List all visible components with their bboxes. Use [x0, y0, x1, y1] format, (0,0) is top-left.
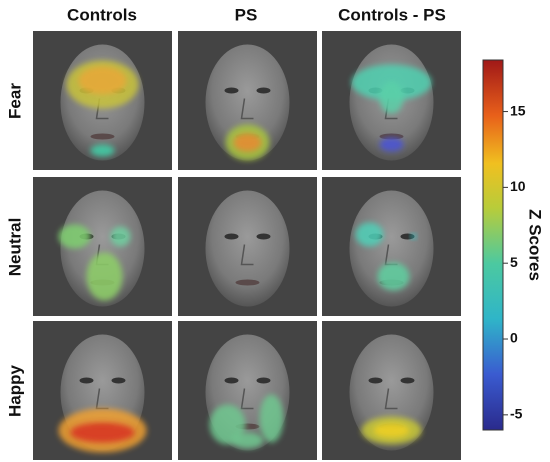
- heat-blob: [90, 144, 115, 157]
- heat-blob: [259, 394, 284, 443]
- eye: [256, 87, 271, 94]
- eye: [111, 377, 126, 384]
- eye: [400, 377, 415, 384]
- heat-blob: [410, 233, 417, 240]
- heat-blob: [379, 81, 404, 114]
- tick-label: 0: [510, 330, 518, 346]
- heat-blob: [373, 423, 410, 438]
- heat-blob: [377, 262, 410, 291]
- heat-blob: [58, 224, 91, 249]
- face: [205, 44, 290, 161]
- nose: [240, 244, 254, 266]
- heat-blob: [86, 252, 123, 301]
- eye: [368, 377, 383, 384]
- heat-blob: [379, 137, 404, 152]
- heat-blob: [355, 222, 384, 247]
- tick-label: 5: [510, 254, 518, 270]
- nose: [240, 388, 254, 410]
- row-header: Neutral: [5, 218, 24, 277]
- face: [349, 190, 434, 307]
- panels: [33, 31, 461, 460]
- colorbar: [482, 59, 504, 431]
- tick-label: 10: [510, 178, 526, 194]
- mouth: [235, 279, 260, 286]
- nose: [95, 388, 109, 410]
- column-header: PS: [235, 5, 258, 24]
- column-header: Controls: [67, 5, 137, 24]
- eye: [256, 377, 271, 384]
- tick-label: 15: [510, 102, 526, 118]
- eye: [224, 233, 239, 240]
- heat-blob: [231, 432, 264, 449]
- nose: [384, 388, 398, 410]
- heat-blob: [209, 404, 246, 445]
- face: [60, 190, 145, 307]
- heat-blob: [70, 422, 135, 443]
- eye: [256, 233, 271, 240]
- eye: [79, 377, 94, 384]
- eye: [224, 87, 239, 94]
- mouth: [379, 133, 404, 140]
- heat-blob: [110, 226, 131, 247]
- colorbar-label: Z Scores: [526, 209, 545, 281]
- heat-blob: [233, 133, 262, 152]
- column-header: Controls - PS: [338, 5, 446, 24]
- row-header: Fear: [5, 83, 24, 119]
- eye: [224, 377, 239, 384]
- nose: [240, 98, 254, 120]
- face: [205, 190, 290, 307]
- mouth: [90, 133, 115, 140]
- colorbar-ticks: -5 0 5 10 15: [503, 102, 526, 422]
- tick-label: -5: [510, 406, 523, 422]
- heat-blob: [78, 66, 127, 95]
- row-header: Happy: [5, 364, 24, 417]
